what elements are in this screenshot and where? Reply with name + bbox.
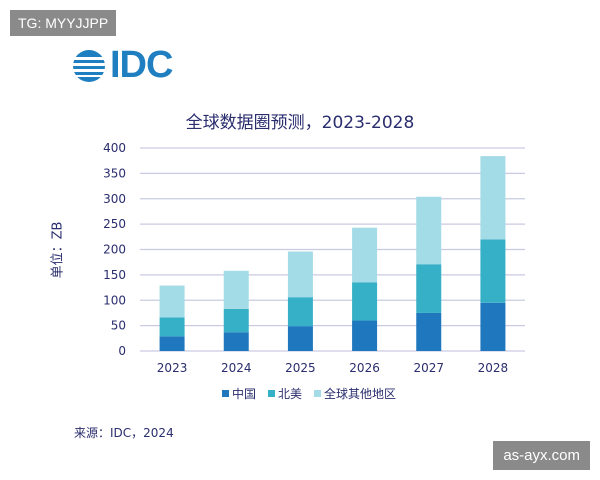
bar-北美-2028: [480, 239, 506, 303]
legend-label: 中国: [232, 386, 256, 401]
y-tick-label: 300: [103, 192, 126, 206]
y-tick-label: 350: [103, 166, 126, 180]
idc-logo: IDC: [72, 44, 173, 87]
bar-中国-2024: [223, 332, 249, 351]
bar-全球其他地区-2024: [223, 270, 249, 309]
bar-全球其他地区-2027: [416, 196, 442, 265]
x-tick-label: 2023: [157, 361, 188, 375]
bar-全球其他地区-2028: [480, 156, 506, 240]
legend-swatch: [314, 390, 321, 397]
y-tick-label: 250: [103, 217, 126, 231]
x-tick-label: 2026: [349, 361, 380, 375]
x-tick-label: 2025: [285, 361, 316, 375]
x-tick-label: 2028: [478, 361, 509, 375]
bar-中国-2023: [159, 336, 185, 351]
x-tick-label: 2027: [413, 361, 444, 375]
y-tick-label: 200: [103, 243, 126, 257]
bar-全球其他地区-2026: [352, 227, 378, 283]
y-tick-label: 400: [103, 141, 126, 155]
bar-北美-2023: [159, 317, 185, 337]
y-tick-label: 0: [118, 344, 126, 358]
watermark-top: TG: MYYJJPP: [10, 10, 117, 36]
source-note: 来源：IDC，2024: [74, 426, 174, 440]
watermark-bottom: as-ayx.com: [493, 441, 590, 470]
x-tick-label: 2024: [221, 361, 252, 375]
bar-全球其他地区-2025: [287, 251, 313, 298]
bar-北美-2024: [223, 308, 249, 333]
bar-北美-2025: [287, 297, 313, 327]
y-tick-label: 100: [103, 293, 126, 307]
chart-title: 全球数据圈预测，2023-2028: [185, 113, 415, 133]
bar-中国-2028: [480, 302, 506, 351]
bar-中国-2025: [287, 326, 313, 351]
legend-swatch: [268, 390, 275, 397]
bar-中国-2027: [416, 312, 442, 351]
globe-icon: [72, 49, 106, 82]
legend-swatch: [222, 390, 229, 397]
bar-北美-2027: [416, 264, 442, 313]
y-tick-label: 50: [111, 319, 126, 333]
bar-全球其他地区-2023: [159, 285, 185, 318]
bar-北美-2026: [352, 282, 378, 321]
y-tick-label: 150: [103, 268, 126, 282]
bar-中国-2026: [352, 320, 378, 351]
legend-label: 北美: [278, 387, 302, 401]
logo-text: IDC: [110, 44, 173, 86]
legend-label: 全球其他地区: [324, 386, 396, 401]
